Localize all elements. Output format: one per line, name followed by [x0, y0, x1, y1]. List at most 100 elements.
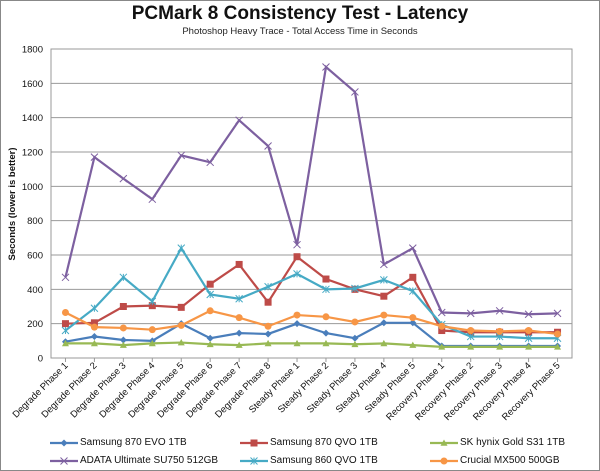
data-point — [119, 303, 127, 310]
data-point — [235, 314, 243, 322]
data-point — [438, 343, 446, 350]
data-point — [409, 341, 417, 348]
series-line — [64, 245, 558, 340]
data-point — [206, 307, 214, 315]
data-point — [90, 319, 98, 327]
legend-item: Crucial MX500 500GB — [430, 455, 560, 466]
data-point — [177, 151, 186, 160]
legend-item: Samsung 870 QVO 1TB — [240, 437, 378, 448]
legend-swatch — [50, 439, 78, 446]
data-point — [177, 244, 186, 252]
data-point — [467, 327, 475, 335]
data-point — [466, 332, 475, 341]
data-point — [119, 273, 128, 282]
data-point — [148, 326, 156, 334]
data-point — [250, 456, 258, 465]
data-point — [177, 339, 185, 346]
data-point — [264, 142, 272, 150]
data-point — [61, 326, 70, 335]
y-tick-label: 400 — [27, 285, 43, 296]
data-point — [235, 294, 243, 303]
plot-area — [50, 48, 573, 359]
legend-label: Samsung 870 QVO 1TB — [270, 437, 378, 448]
data-point — [408, 244, 417, 252]
data-point — [250, 439, 258, 446]
data-point — [553, 309, 562, 318]
data-point — [409, 319, 417, 327]
data-point — [293, 320, 301, 328]
data-point — [235, 341, 243, 348]
data-point — [554, 330, 562, 338]
data-point — [61, 320, 69, 328]
series-line — [64, 64, 558, 316]
y-tick-label: 1800 — [22, 45, 43, 56]
data-point — [90, 333, 98, 341]
data-point — [322, 63, 330, 71]
series-line — [65, 255, 558, 334]
data-point — [264, 322, 272, 330]
data-point — [119, 341, 127, 348]
data-point — [525, 343, 533, 350]
data-point — [206, 334, 214, 342]
data-point — [293, 253, 301, 261]
data-point — [438, 322, 446, 330]
data-point — [206, 280, 214, 288]
data-point — [380, 311, 388, 319]
data-point — [293, 270, 301, 278]
data-point — [322, 329, 330, 337]
data-point — [61, 273, 70, 282]
x-tick-label: Steady Phase 4 — [334, 360, 389, 415]
data-point — [524, 310, 533, 319]
legend-label: Samsung 860 QVO 1TB — [270, 455, 378, 466]
chart-subtitle: Photoshop Heavy Trace - Total Access Tim… — [182, 26, 418, 37]
data-point — [496, 327, 504, 335]
data-point — [119, 336, 127, 344]
legend-swatch — [430, 457, 458, 464]
x-tick-label: Steady Phase 3 — [305, 360, 360, 415]
data-point — [437, 308, 446, 317]
data-point — [496, 343, 504, 350]
data-point — [524, 334, 533, 343]
data-point — [177, 321, 185, 329]
y-tick-label: 1200 — [22, 148, 43, 159]
data-point — [60, 439, 68, 446]
data-point — [206, 340, 214, 348]
x-tick-label: Steady Phase 2 — [276, 360, 331, 415]
data-point — [264, 330, 272, 338]
data-point — [351, 340, 359, 348]
legend-label: ADATA Ultimate SU750 512GB — [80, 455, 219, 466]
legend-item: SK hynix Gold S31 1TB — [430, 437, 565, 448]
data-point — [322, 285, 330, 294]
data-point — [235, 116, 243, 125]
legend-item: Samsung 860 QVO 1TB — [240, 455, 378, 466]
data-point — [408, 287, 417, 295]
legend-swatch — [430, 439, 458, 446]
data-point — [351, 284, 359, 293]
legend-label: Crucial MX500 500GB — [460, 455, 560, 466]
data-point — [90, 339, 98, 347]
data-point — [409, 314, 417, 322]
series-adata-ultimate-su750-512gb — [61, 63, 562, 319]
series-samsung-860-qvo-1tb — [61, 244, 562, 343]
data-point — [554, 343, 562, 350]
data-point — [148, 297, 157, 306]
data-point — [409, 273, 417, 281]
y-tick-label: 600 — [27, 251, 43, 262]
data-point — [148, 302, 156, 310]
data-point — [351, 334, 359, 342]
x-tick-label: Steady Phase 1 — [247, 360, 302, 415]
data-point — [380, 339, 388, 347]
data-point — [380, 260, 388, 269]
data-point — [148, 339, 156, 347]
data-point — [119, 174, 128, 183]
data-point — [380, 319, 388, 327]
data-point — [90, 153, 99, 162]
data-point — [60, 456, 68, 465]
y-axis-label: Seconds (lower is better) — [7, 148, 18, 261]
data-point — [525, 327, 533, 335]
y-tick-label: 200 — [27, 319, 43, 330]
data-point — [322, 339, 330, 347]
y-tick-label: 1000 — [22, 182, 43, 193]
data-point — [351, 88, 359, 96]
